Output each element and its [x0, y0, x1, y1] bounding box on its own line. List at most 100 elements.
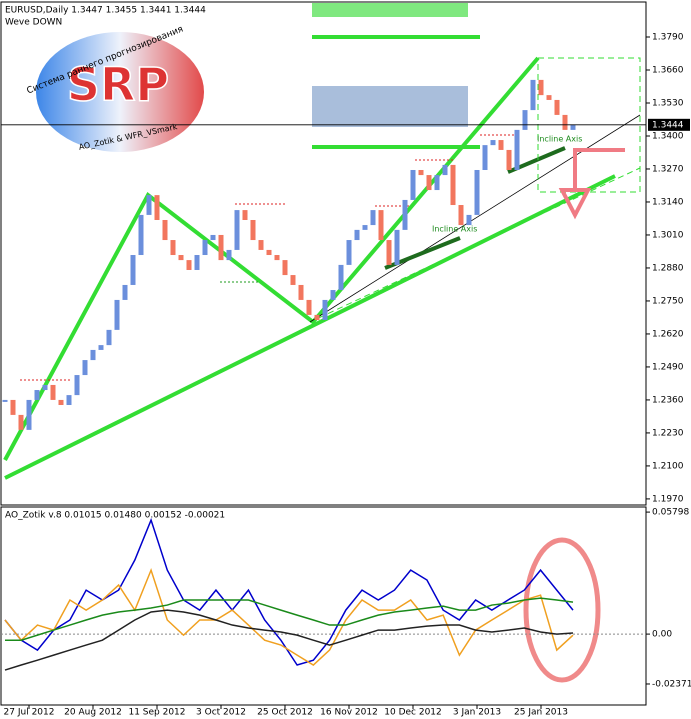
bar [50, 384, 56, 400]
bar [506, 149, 512, 170]
zone [312, 86, 468, 127]
indicator-line [4, 609, 574, 671]
chart-subtitle: Weve DOWN [5, 18, 62, 28]
bar [226, 249, 232, 261]
bar [42, 384, 48, 391]
bar [82, 360, 88, 376]
bar [10, 399, 16, 415]
bar [282, 260, 288, 276]
y-tick-label: 1.2100 [652, 461, 684, 471]
bar [146, 195, 152, 215]
indicator-panel [0, 506, 647, 706]
annotation: Incline Axis [537, 135, 582, 144]
bar [474, 169, 480, 215]
y-tick-label: 1.2490 [652, 362, 684, 372]
bar [106, 329, 112, 346]
y-tick-label: 0.00 [652, 630, 672, 640]
bar [26, 399, 32, 430]
bar [74, 375, 80, 396]
x-tick-label: 20 Aug 2012 [64, 708, 122, 718]
arrow [558, 148, 625, 220]
price-box [648, 118, 690, 131]
box [537, 57, 641, 193]
y-tick-label: 1.2750 [652, 296, 684, 306]
y-tick-label: 1.2620 [652, 329, 684, 339]
logo-title: SRP [67, 58, 169, 112]
bar [2, 399, 8, 402]
bar [194, 255, 200, 270]
bar [418, 169, 424, 176]
bar [346, 240, 352, 265]
bar [218, 234, 224, 261]
y-tick-label: 1.3010 [652, 230, 684, 240]
x-tick-label: 3 Jan 2013 [453, 708, 501, 718]
bar [290, 275, 296, 285]
bar [458, 205, 464, 226]
bar [514, 129, 520, 170]
y-tick-label: 1.3660 [652, 66, 684, 76]
bar [386, 240, 392, 265]
main-panel [0, 1, 647, 506]
bar [186, 260, 192, 270]
y-tick-label: 1.3530 [652, 98, 684, 108]
y-tick-label: 1.3140 [652, 197, 684, 207]
y-tick-label: 1.2230 [652, 428, 684, 438]
bar [114, 299, 120, 330]
bar [442, 164, 448, 176]
bar [498, 140, 504, 150]
bar [354, 229, 360, 241]
bar [410, 169, 416, 200]
logo-badge [36, 32, 204, 152]
bar [274, 255, 280, 261]
bar [306, 299, 312, 315]
bar [162, 219, 168, 241]
bar [562, 114, 568, 130]
bar [522, 110, 528, 130]
bar [34, 390, 40, 400]
y-tick-label: 1.3400 [652, 131, 684, 141]
bar [18, 414, 24, 430]
bar [242, 210, 248, 220]
indicator-line [4, 517, 574, 666]
chart-title: EURUSD,Daily 1.3447 1.3455 1.3441 1.3444 [5, 6, 206, 16]
zone [312, 3, 468, 17]
bar [234, 210, 240, 250]
bar [426, 175, 432, 191]
bar [154, 195, 160, 220]
bar [266, 249, 272, 256]
y-tick-label: 1.3270 [652, 164, 684, 174]
bar [378, 210, 384, 241]
bar [258, 240, 264, 250]
bar [298, 284, 304, 300]
bar [530, 79, 536, 111]
trendline [4, 174, 616, 480]
x-tick-label: 25 Jan 2013 [514, 708, 568, 718]
x-tick-label: 3 Oct 2012 [196, 708, 246, 718]
bar [538, 79, 544, 96]
bar [98, 345, 104, 350]
y-tick-label: 1.2880 [652, 263, 684, 273]
bar [450, 164, 456, 206]
bar [322, 299, 328, 320]
bar [490, 140, 496, 146]
bar [250, 219, 256, 241]
bar [362, 225, 368, 230]
bar [330, 290, 336, 300]
y-tick-label: 0.05798 [652, 508, 689, 518]
bar [402, 199, 408, 230]
highlight [523, 537, 601, 683]
bar [170, 240, 176, 256]
bar [394, 229, 400, 265]
x-tick-label: 10 Dec 2012 [384, 708, 442, 718]
bar [466, 214, 472, 226]
x-tick-label: 27 Jul 2012 [4, 708, 55, 718]
bar [370, 210, 376, 226]
bar [122, 284, 128, 300]
x-tick-label: 11 Sep 2012 [128, 708, 185, 718]
price-label: 1.3444 [652, 120, 684, 130]
bar [210, 234, 216, 241]
bar [178, 255, 184, 261]
bar [138, 214, 144, 256]
indicator-title: AO_Zotik v.8 0.01015 0.01480 0.00152 -0.… [5, 511, 225, 521]
y-tick-label: 1.2360 [652, 395, 684, 405]
